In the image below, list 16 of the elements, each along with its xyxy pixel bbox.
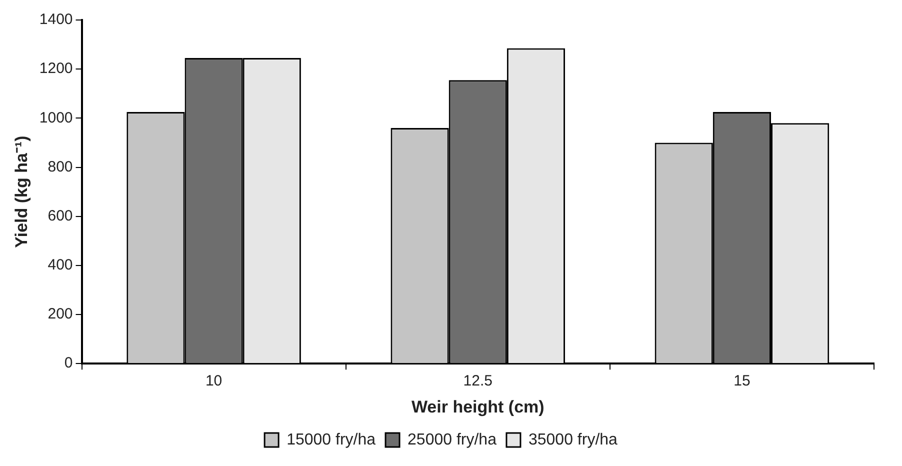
y-tick-label: 0 bbox=[64, 354, 73, 372]
y-tick-label: 400 bbox=[48, 256, 73, 274]
y-tick-label: 600 bbox=[48, 207, 73, 224]
legend-label: 35000 fry/ha bbox=[528, 431, 618, 448]
y-tick-label: 1400 bbox=[39, 11, 73, 28]
x-axis-title: Weir height (cm) bbox=[411, 397, 544, 416]
legend-label: 15000 fry/ha bbox=[286, 431, 376, 448]
y-tick-label: 1200 bbox=[39, 60, 73, 78]
x-tick-label: 10 bbox=[205, 372, 222, 390]
legend-label: 25000 fry/ha bbox=[408, 431, 497, 448]
y-tick-label: 1000 bbox=[39, 109, 73, 126]
x-tick-label: 12.5 bbox=[463, 372, 492, 390]
y-axis-title: Yield (kg ha⁻¹) bbox=[12, 136, 31, 248]
y-tick-label: 800 bbox=[48, 158, 73, 176]
y-tick-label: 200 bbox=[48, 306, 73, 323]
x-tick-label: 15 bbox=[734, 372, 750, 390]
